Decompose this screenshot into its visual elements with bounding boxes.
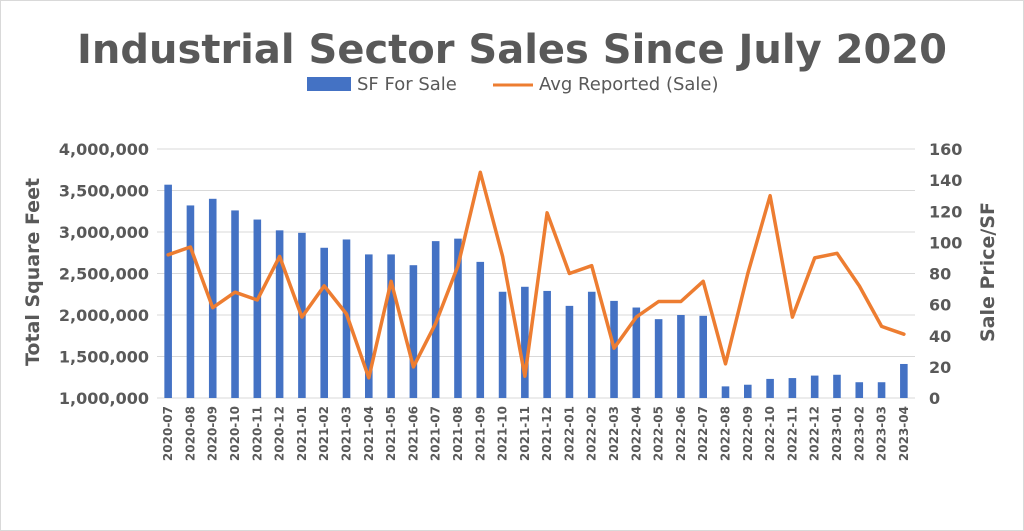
x-tick-label: 2022-01 (562, 406, 576, 461)
right-axis-title: Sale Price/SF (977, 202, 999, 342)
bar (587, 291, 596, 398)
bar (365, 254, 373, 398)
legend-label-avg-reported: Avg Reported (Sale) (539, 74, 719, 95)
bar (721, 386, 730, 398)
x-axis-ticks: 2020-07 2020-08 2020-09 2020-10 2020-11 2020-… (161, 406, 911, 461)
bar (521, 286, 529, 398)
bar (900, 363, 908, 398)
bar (766, 378, 774, 398)
bar (387, 254, 395, 398)
x-tick-label: 2021-11 (518, 406, 532, 461)
x-tick-label: 2020-09 (206, 406, 220, 461)
right-axis-ticks: 0 20 40 60 80 100 120 140 160 (929, 140, 962, 408)
right-tick-label: 0 (929, 389, 940, 408)
x-tick-label: 2020-12 (273, 406, 287, 461)
right-tick-label: 120 (929, 202, 962, 221)
left-tick-label: 4,000,000 (59, 140, 149, 159)
bar (632, 307, 641, 398)
right-tick-label: 20 (929, 358, 951, 377)
line-avg-reported (166, 170, 906, 380)
bar (320, 247, 328, 398)
bar (498, 291, 507, 398)
x-tick-label: 2020-08 (183, 406, 197, 461)
x-tick-label: 2022-04 (629, 406, 643, 461)
x-tick-label: 2021-04 (362, 406, 376, 461)
x-tick-label: 2022-12 (808, 406, 822, 461)
bar (744, 384, 752, 398)
x-tick-label: 2021-05 (384, 406, 398, 461)
line-series (166, 170, 906, 380)
left-tick-label: 2,500,000 (59, 265, 149, 284)
x-tick-label: 2023-02 (852, 406, 866, 461)
bar (855, 382, 864, 398)
legend-swatch-sf-for-sale (307, 77, 351, 91)
bar (476, 261, 485, 398)
left-tick-label: 3,500,000 (59, 182, 149, 201)
right-tick-label: 40 (929, 327, 951, 346)
x-tick-label: 2021-03 (340, 406, 354, 461)
bar (810, 375, 819, 398)
left-tick-label: 1,500,000 (59, 348, 149, 367)
x-tick-label: 2023-01 (830, 406, 844, 461)
right-tick-label: 60 (929, 296, 951, 315)
x-tick-label: 2021-02 (317, 406, 331, 461)
bar (543, 290, 551, 398)
x-tick-label: 2023-03 (875, 406, 889, 461)
x-tick-label: 2021-12 (540, 406, 554, 461)
bar (253, 219, 262, 398)
right-tick-label: 100 (929, 233, 962, 252)
left-tick-label: 2,000,000 (59, 306, 149, 325)
x-tick-label: 2023-04 (897, 406, 911, 461)
bar (699, 315, 707, 398)
x-tick-label: 2022-09 (741, 406, 755, 461)
left-tick-label: 3,000,000 (59, 223, 149, 242)
x-tick-label: 2021-09 (473, 406, 487, 461)
bar (231, 210, 239, 398)
bar (654, 319, 663, 398)
x-tick-label: 2022-02 (585, 406, 599, 461)
bar (565, 305, 574, 398)
bar (833, 374, 841, 398)
x-tick-label: 2021-08 (451, 406, 465, 461)
x-tick-label: 2021-01 (295, 406, 309, 461)
x-tick-label: 2022-07 (696, 406, 710, 461)
left-tick-label: 1,000,000 (59, 389, 149, 408)
right-tick-label: 160 (929, 140, 962, 159)
x-tick-label: 2021-10 (496, 406, 510, 461)
bar (186, 205, 195, 398)
x-tick-label: 2022-11 (785, 406, 799, 461)
bar (788, 378, 797, 398)
x-tick-label: 2021-06 (406, 406, 420, 461)
x-tick-label: 2022-10 (763, 406, 777, 461)
bar (275, 230, 284, 398)
bar (454, 238, 462, 398)
left-axis-title: Total Square Feet (22, 178, 44, 366)
bar (208, 198, 217, 398)
bar (677, 315, 685, 398)
x-tick-label: 2020-07 (161, 406, 175, 461)
chart-title: Industrial Sector Sales Since July 2020 (77, 27, 947, 73)
x-tick-label: 2022-06 (674, 406, 688, 461)
x-tick-label: 2022-08 (719, 406, 733, 461)
x-tick-label: 2022-05 (652, 406, 666, 461)
bar (164, 184, 172, 398)
legend-label-sf-for-sale: SF For Sale (357, 74, 457, 95)
x-tick-label: 2020-11 (250, 406, 264, 461)
left-axis-ticks: 1,000,000 1,500,000 2,000,000 2,500,000 3,00… (59, 140, 149, 408)
bar (409, 265, 418, 398)
x-tick-label: 2020-10 (228, 406, 242, 461)
legend: SF For Sale Avg Reported (Sale) (307, 74, 719, 95)
right-tick-label: 80 (929, 265, 951, 284)
bar (877, 382, 886, 398)
x-tick-label: 2021-07 (429, 406, 443, 461)
right-tick-label: 140 (929, 171, 962, 190)
x-tick-label: 2022-03 (607, 406, 621, 461)
